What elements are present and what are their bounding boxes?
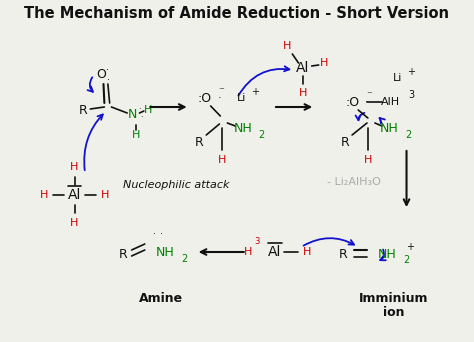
Text: 3: 3	[408, 90, 414, 100]
Text: N: N	[128, 108, 137, 121]
Text: H: H	[364, 155, 372, 165]
Text: AlH: AlH	[381, 97, 400, 107]
Text: - Li₂AlH₃O: - Li₂AlH₃O	[327, 177, 381, 187]
Text: Amine: Amine	[138, 291, 182, 304]
Text: H: H	[299, 88, 307, 98]
Text: H: H	[320, 58, 328, 68]
Text: 2: 2	[403, 255, 410, 265]
Text: H: H	[70, 162, 79, 172]
Text: The Mechanism of Amide Reduction - Short Version: The Mechanism of Amide Reduction - Short…	[25, 6, 449, 22]
Text: H: H	[39, 190, 48, 200]
Text: H: H	[101, 190, 109, 200]
Text: Li: Li	[237, 93, 246, 103]
Text: 3: 3	[255, 237, 260, 247]
Text: R: R	[195, 135, 204, 148]
Text: R: R	[339, 248, 347, 261]
FancyArrowPatch shape	[238, 66, 289, 96]
Text: Al: Al	[296, 61, 310, 75]
Text: Al: Al	[268, 245, 282, 259]
Text: :O: :O	[345, 95, 359, 108]
Text: :O: :O	[198, 92, 211, 105]
FancyArrowPatch shape	[380, 118, 385, 123]
Text: R: R	[118, 248, 127, 261]
Text: NH: NH	[234, 121, 253, 134]
FancyArrowPatch shape	[84, 115, 103, 170]
Text: +: +	[406, 242, 414, 252]
FancyArrowPatch shape	[380, 250, 386, 260]
Text: ·: ·	[218, 93, 221, 103]
Text: ⁻: ⁻	[218, 86, 224, 96]
Text: +: +	[407, 67, 415, 77]
Text: H: H	[303, 247, 311, 257]
Text: 2: 2	[181, 254, 187, 264]
Text: 2: 2	[405, 130, 411, 140]
Text: Li: Li	[393, 73, 402, 83]
Text: 2: 2	[258, 130, 264, 140]
Text: ·: ·	[365, 97, 369, 107]
Text: R: R	[341, 135, 349, 148]
Text: +: +	[251, 87, 259, 97]
Text: H: H	[218, 155, 226, 165]
Text: H: H	[132, 130, 140, 140]
Text: ·: ·	[138, 105, 141, 115]
FancyArrowPatch shape	[88, 77, 93, 92]
Text: NH: NH	[155, 246, 174, 259]
Text: H: H	[70, 218, 79, 228]
Text: NH: NH	[380, 121, 398, 134]
Text: O: O	[96, 68, 106, 81]
FancyArrowPatch shape	[303, 238, 354, 246]
Text: Al: Al	[68, 188, 81, 202]
Text: H: H	[283, 41, 291, 51]
Text: ·: ·	[153, 229, 156, 239]
Text: NH: NH	[378, 248, 397, 261]
Text: H: H	[244, 247, 253, 257]
Text: ⁻: ⁻	[366, 90, 372, 100]
Text: ion: ion	[383, 305, 404, 318]
Text: ·: ·	[107, 75, 110, 85]
Text: Nucleophilic attack: Nucleophilic attack	[123, 180, 229, 190]
FancyArrowPatch shape	[356, 113, 365, 120]
Text: H: H	[144, 105, 153, 115]
Text: ·: ·	[106, 65, 109, 75]
Text: ·: ·	[140, 114, 143, 122]
Text: ·: ·	[160, 229, 163, 239]
Text: Imminium: Imminium	[359, 291, 428, 304]
Text: R: R	[79, 104, 88, 117]
